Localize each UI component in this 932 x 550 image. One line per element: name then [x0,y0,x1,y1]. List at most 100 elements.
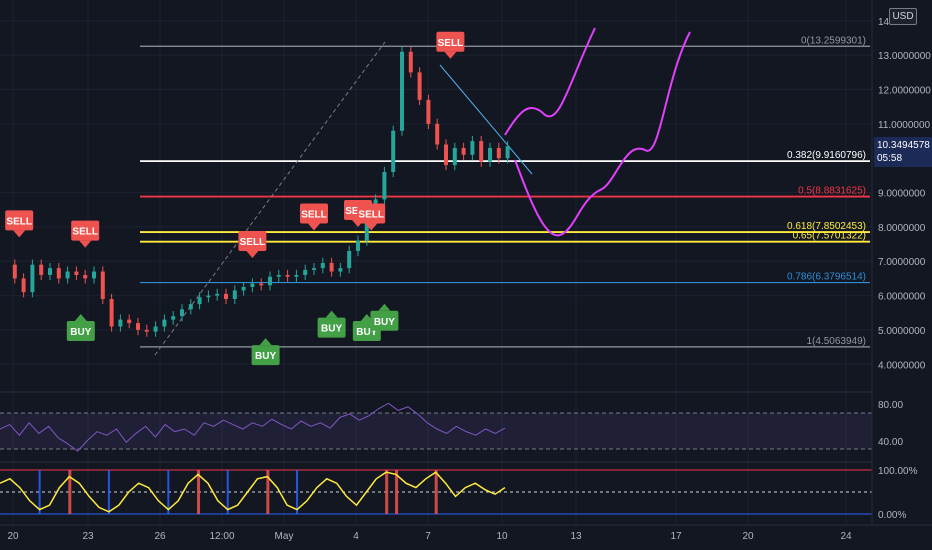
candle-body [109,299,114,327]
stoch-overbought-bar [266,470,270,514]
sell-badge [436,31,465,52]
buy-badge [317,317,346,338]
fib-level-label: 0.65(7.5701322) [793,231,866,242]
price-axis-ticks[interactable]: 13.0000000 12.0000000 11.0000000 9.0000000 8… [878,17,931,521]
candle-body [56,268,61,279]
candle-body [276,274,281,277]
price-tick-label: 9.0000000 [878,189,926,200]
stoch-overbought-bar [385,470,389,514]
candle-body [479,141,484,162]
sell-label: SELL [6,216,32,227]
time-tick-label: 10 [496,531,508,542]
rsi-band [0,413,872,449]
candle-body [259,283,264,286]
projection-path-bullish[interactable] [504,27,596,136]
candle-body [382,171,387,200]
sell-arrow [13,230,26,238]
candle-body [329,262,334,272]
time-tick-label: May [275,531,294,542]
candle-body [21,278,26,293]
candle-body [444,144,448,166]
buy-arrow [325,310,338,318]
price-tick-label: 13.0000000 [878,51,931,62]
candle-body [12,264,17,279]
last-price-value: 10.3494578 [877,140,930,151]
fib-level-label: 0(13.2599301) [801,35,866,46]
candle-body [206,295,211,298]
sell-label: SELL [301,209,327,220]
candle-body [65,271,70,279]
sell-arrow [246,250,259,258]
candle-body [320,262,325,269]
projection-path-correction[interactable] [514,31,691,237]
stoch-overbought-bar [68,470,72,514]
price-tick-label: 12.0000000 [878,86,931,97]
buy-arrow [378,303,391,311]
candle-body [162,319,167,327]
sell-arrow [308,223,320,231]
sell-badge [238,230,267,251]
dashed-trend-line[interactable] [154,41,386,356]
candle-body [294,274,299,277]
buy-badge [66,321,95,342]
time-tick-label: 26 [154,531,166,542]
candle-body [153,326,158,332]
currency-label[interactable]: USD [889,8,917,25]
candle-body [118,319,123,327]
stoch-line [0,471,506,513]
time-axis-ticks[interactable]: 20 23 26 12:00 May 4 7 10 13 17 20 24 [7,531,852,542]
candle-body [408,51,413,73]
candle-body [232,290,237,300]
candle-body [100,271,105,300]
candle-body [391,130,396,172]
candle-body [496,147,501,159]
stoch-oversold-bar [226,470,229,514]
stoch-tick-label: 100.00% [878,466,918,477]
candle-body [347,250,352,269]
buy-arrow [360,314,373,322]
sell-badge [5,210,34,231]
price-tick-label: 7.0000000 [878,257,926,268]
price-tick-label: 5.0000000 [878,326,926,337]
stoch-overbought-bar [197,470,201,514]
sell-label: SELL [358,209,384,220]
candle-body [417,72,422,100]
buy-arrow [74,314,87,322]
price-tick-label: 8.0000000 [878,223,926,234]
candle-body [356,240,360,251]
signal-markers: SELLSELLBUYSELLBUYSELLBUYSELLBUYSELLBUYS… [5,31,465,366]
time-tick-label: 7 [425,531,431,542]
candle-body [127,319,132,324]
sell-badge [71,220,100,241]
stoch-oversold-bar [38,470,41,514]
stoch-oversold-bar [296,470,299,514]
candle-body [74,271,79,275]
candle-body [48,268,52,275]
candle-body [224,293,228,300]
candle-body [188,304,193,310]
candle-body [39,264,44,275]
buy-arrow [259,338,272,346]
candle-body [303,269,308,275]
candle-body [171,316,176,320]
buy-badge [370,310,399,331]
fib-level-label: 1(4.5063949) [807,336,867,347]
fib-level-label: 0.786(6.3796514) [787,272,866,283]
candle-body [92,271,96,279]
candle-body [338,268,343,272]
candle-body [452,147,457,166]
time-tick-label: 20 [742,531,754,542]
candle-body [241,287,246,291]
candle-body [426,99,431,124]
descending-trend-line[interactable] [439,64,533,175]
sell-label: SELL [438,38,464,49]
sell-label: SELL [240,237,266,248]
time-tick-label: 4 [353,531,359,542]
time-tick-label: 24 [840,531,852,542]
stoch-overbought-bar [434,470,438,514]
fib-level-label: 0.382(9.9160796) [787,150,866,161]
price-tick-label: 11.0000000 [878,120,931,131]
candle-body [312,268,316,270]
price-tick-label: 4.0000000 [878,360,926,371]
